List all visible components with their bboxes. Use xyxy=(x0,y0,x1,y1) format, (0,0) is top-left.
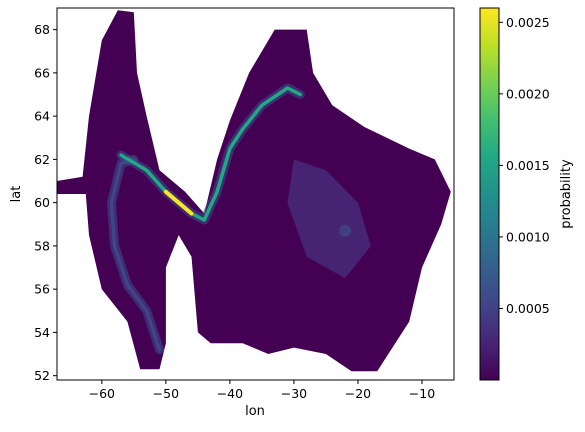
colorbar-tick-label: 0.0020 xyxy=(506,86,550,101)
y-axis-label: lat xyxy=(9,186,24,203)
colorbar-label: probability xyxy=(559,159,574,229)
x-tick-label: −40 xyxy=(217,386,243,401)
y-tick-label: 66 xyxy=(34,65,50,80)
x-axis-ticks: −60 −50 −40 −30 −20 −10 xyxy=(89,380,435,401)
broad-spread-area xyxy=(287,159,371,279)
y-tick-label: 60 xyxy=(34,195,50,210)
y-tick-label: 68 xyxy=(34,22,50,37)
plot-area xyxy=(57,10,451,372)
y-axis-ticks: 52 54 56 58 60 62 64 66 68 xyxy=(34,22,57,383)
colorbar-ticks: 0.0005 0.0010 0.0015 0.0020 0.0025 xyxy=(499,15,550,316)
y-tick-label: 52 xyxy=(34,368,50,383)
y-tick-label: 54 xyxy=(34,325,50,340)
data-coverage-region xyxy=(57,10,451,372)
probability-path xyxy=(109,157,162,352)
probability-hotspot xyxy=(339,224,352,237)
y-tick-label: 62 xyxy=(34,152,50,167)
colorbar-tick-label: 0.0005 xyxy=(506,301,550,316)
colorbar-tick-label: 0.0015 xyxy=(506,158,550,173)
probability-peak-segment xyxy=(163,189,194,216)
high-probability-paths xyxy=(106,83,352,355)
x-tick-label: −60 xyxy=(89,386,115,401)
y-tick-label: 64 xyxy=(34,109,50,124)
y-tick-label: 56 xyxy=(34,282,50,297)
x-tick-label: −50 xyxy=(153,386,179,401)
x-axis-label: lon xyxy=(245,404,265,419)
coverage-area xyxy=(57,10,451,372)
colorbar-frame xyxy=(479,7,500,381)
colorbar xyxy=(480,8,499,380)
plot-frame xyxy=(56,7,455,381)
x-tick-label: −30 xyxy=(281,386,307,401)
probability-path xyxy=(119,86,303,222)
colorbar-tick-label: 0.0010 xyxy=(506,229,550,244)
x-tick-label: −10 xyxy=(409,386,435,401)
y-tick-label: 58 xyxy=(34,238,50,253)
x-tick-label: −20 xyxy=(345,386,371,401)
colorbar-tick-label: 0.0025 xyxy=(506,15,550,30)
